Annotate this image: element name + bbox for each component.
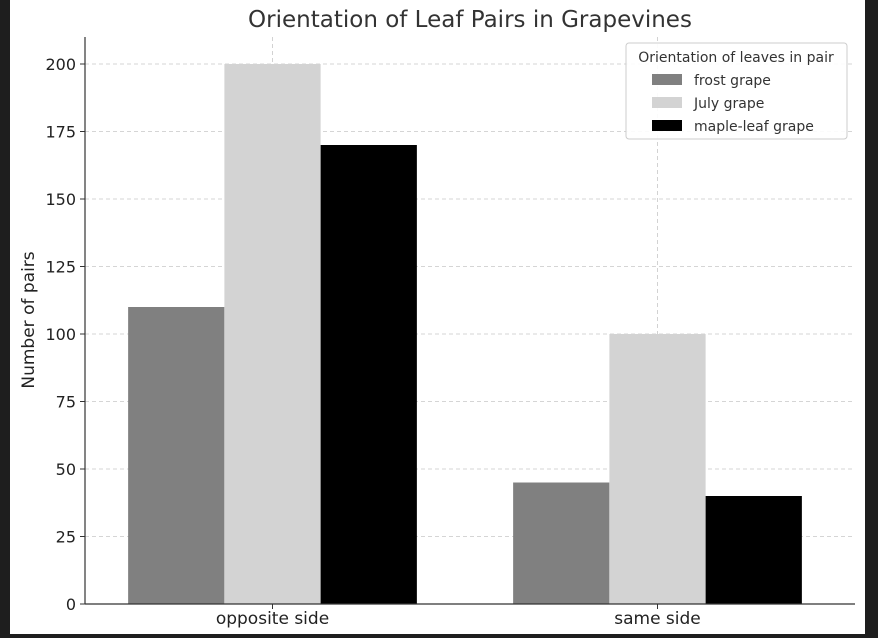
- bar-july-grape-opposite-side: [224, 64, 321, 604]
- legend-items: frost grape July grape maple-leaf grape: [652, 73, 814, 135]
- axes: [80, 37, 855, 609]
- legend-entry-label: frost grape: [694, 73, 771, 89]
- y-tick-label: 150: [45, 190, 76, 209]
- legend-swatch: [652, 74, 682, 85]
- legend-swatch: [652, 97, 682, 108]
- legend-swatch: [652, 120, 682, 131]
- legend-entry-label: July grape: [693, 96, 764, 112]
- y-axis-label: Number of pairs: [19, 251, 39, 388]
- bar-maple-leaf-grape-opposite-side: [320, 145, 417, 604]
- bar-july-grape-same-side: [609, 334, 706, 604]
- y-tick-label: 25: [56, 528, 76, 547]
- chart-title: Orientation of Leaf Pairs in Grapevines: [248, 7, 692, 33]
- legend-entry-label: maple-leaf grape: [694, 119, 814, 135]
- legend-box: [625, 42, 848, 140]
- chart-frame: Orientation of Leaf Pairs in Grapevines …: [10, 0, 865, 634]
- x-tick-label: opposite side: [216, 609, 329, 629]
- bar-frost-grape-same-side: [513, 482, 610, 604]
- legend: Orientation of leaves in pair frost grap…: [625, 42, 848, 140]
- y-tick-label: 0: [66, 595, 76, 614]
- y-tick-label: 50: [56, 460, 76, 479]
- y-tick-label: 175: [45, 123, 76, 142]
- bar-chart: Orientation of Leaf Pairs in Grapevines …: [19, 7, 855, 629]
- bar-frost-grape-opposite-side: [128, 307, 225, 604]
- legend-title: Orientation of leaves in pair: [638, 50, 834, 66]
- x-tick-label: same side: [614, 609, 701, 629]
- y-tick-label: 200: [45, 55, 76, 74]
- tick-labels: 0 25 50 75 100 125 150 175 200 opposite side same …: [45, 55, 700, 629]
- y-tick-label: 125: [45, 258, 76, 277]
- bars: [128, 64, 802, 604]
- y-tick-label: 100: [45, 325, 76, 344]
- bar-maple-leaf-grape-same-side: [705, 496, 802, 604]
- y-tick-label: 75: [56, 393, 76, 412]
